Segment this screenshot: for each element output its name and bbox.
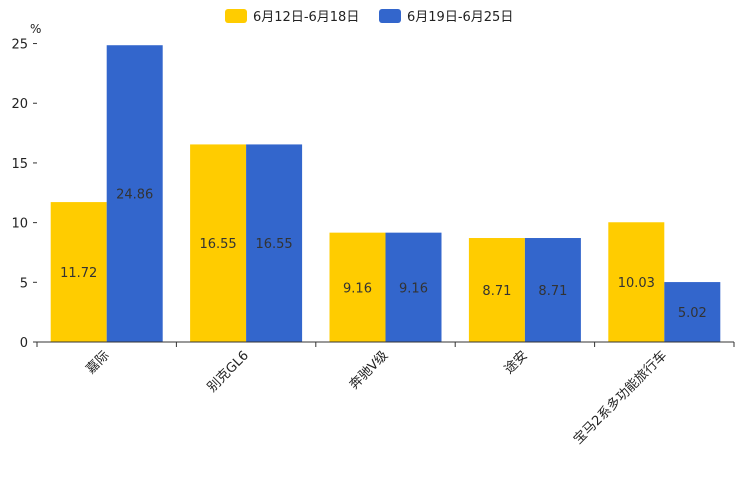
- bars: 11.72 24.86 16.55 16.55 9.16 9.16 8.71 8.71 10.0…: [50, 45, 721, 342]
- legend-swatch-1[interactable]: [225, 9, 247, 23]
- bar-1-4[interactable]: [468, 238, 525, 342]
- x-tick-label: 途安: [501, 348, 531, 378]
- y-tick-label: 25: [11, 38, 28, 53]
- data-label: 8.71: [538, 284, 567, 299]
- y-axis: 0 5 10 15 20 25: [11, 38, 37, 351]
- legend-label-1[interactable]: 6月12日-6月18日: [253, 10, 359, 25]
- x-tick-label: 嘉际: [84, 348, 113, 377]
- bar-2-2[interactable]: [246, 144, 303, 342]
- bar-1-2[interactable]: [190, 144, 247, 342]
- data-label: 5.02: [678, 306, 707, 321]
- x-tick-label: 宝马2系多功能旅行车: [570, 348, 670, 448]
- bar-2-5[interactable]: [664, 282, 721, 342]
- data-label: 16.55: [255, 237, 292, 252]
- y-tick-label: 0: [20, 336, 28, 351]
- bar-1-1[interactable]: [50, 202, 107, 342]
- x-axis: 嘉际 别克GL6 奔驰V级 途安 宝马2系多功能旅行车: [36, 341, 735, 448]
- legend-label-2[interactable]: 6月19日-6月25日: [407, 10, 513, 25]
- legend-swatch-2[interactable]: [379, 9, 401, 23]
- y-axis-unit: %: [30, 22, 41, 36]
- y-tick-label: 15: [11, 157, 28, 172]
- y-tick-label: 10: [11, 217, 28, 232]
- bar-1-5[interactable]: [608, 222, 665, 342]
- data-label: 24.86: [116, 188, 153, 203]
- y-tick-label: 20: [11, 97, 28, 112]
- data-label: 16.55: [199, 237, 236, 252]
- data-label: 11.72: [60, 266, 97, 281]
- bar-2-1[interactable]: [106, 45, 163, 342]
- data-label: 9.16: [399, 281, 428, 296]
- data-label: 10.03: [618, 276, 655, 291]
- bar-2-3[interactable]: [385, 232, 442, 342]
- data-label: 8.71: [482, 284, 511, 299]
- bar-1-3[interactable]: [329, 232, 386, 342]
- bar-2-4[interactable]: [524, 238, 581, 342]
- data-label: 9.16: [343, 281, 372, 296]
- legend: 6月12日-6月18日 6月19日-6月25日: [225, 9, 513, 25]
- y-tick-label: 5: [20, 276, 28, 291]
- x-tick-label: 奔驰V级: [347, 348, 391, 392]
- x-tick-label: 别克GL6: [205, 348, 252, 395]
